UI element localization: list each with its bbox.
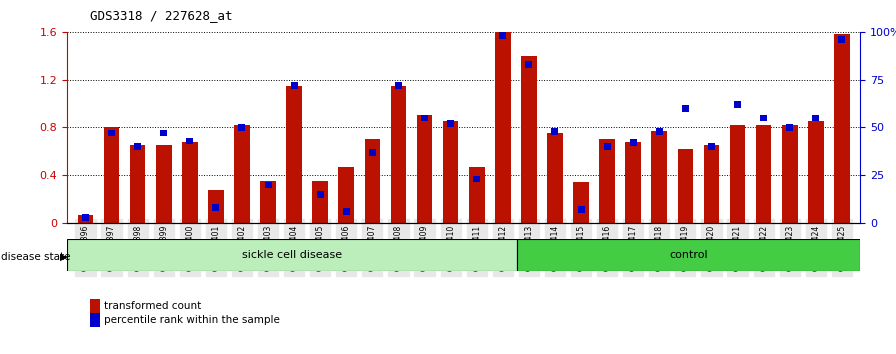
Bar <box>551 128 558 135</box>
Text: GDS3318 / 227628_at: GDS3318 / 227628_at <box>90 9 232 22</box>
Bar <box>682 105 689 112</box>
Bar <box>238 124 246 131</box>
Bar <box>499 33 506 39</box>
Text: disease state: disease state <box>1 252 71 262</box>
Bar <box>599 139 615 223</box>
Bar <box>417 115 433 223</box>
Bar <box>708 143 715 150</box>
Bar <box>156 145 171 223</box>
Bar <box>473 176 480 182</box>
Bar <box>395 82 402 88</box>
Bar <box>677 149 694 223</box>
Text: ▶: ▶ <box>60 252 67 262</box>
Bar <box>130 145 145 223</box>
Bar <box>760 115 767 121</box>
Bar <box>208 190 224 223</box>
Bar <box>782 125 797 223</box>
Bar <box>186 138 194 144</box>
Text: sickle cell disease: sickle cell disease <box>242 250 342 260</box>
Text: control: control <box>669 250 708 260</box>
Bar <box>313 181 328 223</box>
Bar <box>469 167 485 223</box>
Bar <box>67 239 517 271</box>
Bar <box>656 128 663 135</box>
Bar <box>421 115 428 121</box>
Bar <box>786 124 793 131</box>
Bar <box>182 142 198 223</box>
Bar <box>495 32 511 223</box>
Bar <box>703 145 719 223</box>
Bar <box>443 121 459 223</box>
Bar <box>517 239 860 271</box>
Text: percentile rank within the sample: percentile rank within the sample <box>104 315 280 325</box>
Bar <box>391 86 406 223</box>
Bar <box>521 56 537 223</box>
Bar <box>339 167 354 223</box>
Bar <box>525 61 532 68</box>
Bar <box>813 115 819 121</box>
Bar <box>734 101 741 108</box>
Bar <box>578 206 584 213</box>
Text: transformed count: transformed count <box>104 301 202 311</box>
Bar <box>625 142 641 223</box>
Bar <box>834 34 849 223</box>
Bar <box>82 214 89 221</box>
Bar <box>78 215 93 223</box>
Bar <box>573 182 589 223</box>
Bar <box>756 125 771 223</box>
Bar <box>365 139 380 223</box>
Bar <box>808 121 823 223</box>
Bar <box>104 127 119 223</box>
Bar <box>343 208 349 215</box>
Bar <box>729 125 745 223</box>
Bar <box>447 120 454 127</box>
Bar <box>839 36 846 43</box>
Bar <box>316 191 323 198</box>
Bar <box>260 181 276 223</box>
Bar <box>290 82 297 88</box>
Bar <box>234 125 250 223</box>
Bar <box>547 133 563 223</box>
Bar <box>287 86 302 223</box>
Bar <box>604 143 611 150</box>
Bar <box>630 139 637 146</box>
Bar <box>264 182 271 188</box>
Bar <box>369 149 376 155</box>
Bar <box>108 130 115 136</box>
Bar <box>212 205 220 211</box>
Bar <box>651 131 668 223</box>
Bar <box>134 143 142 150</box>
Bar <box>160 130 168 136</box>
